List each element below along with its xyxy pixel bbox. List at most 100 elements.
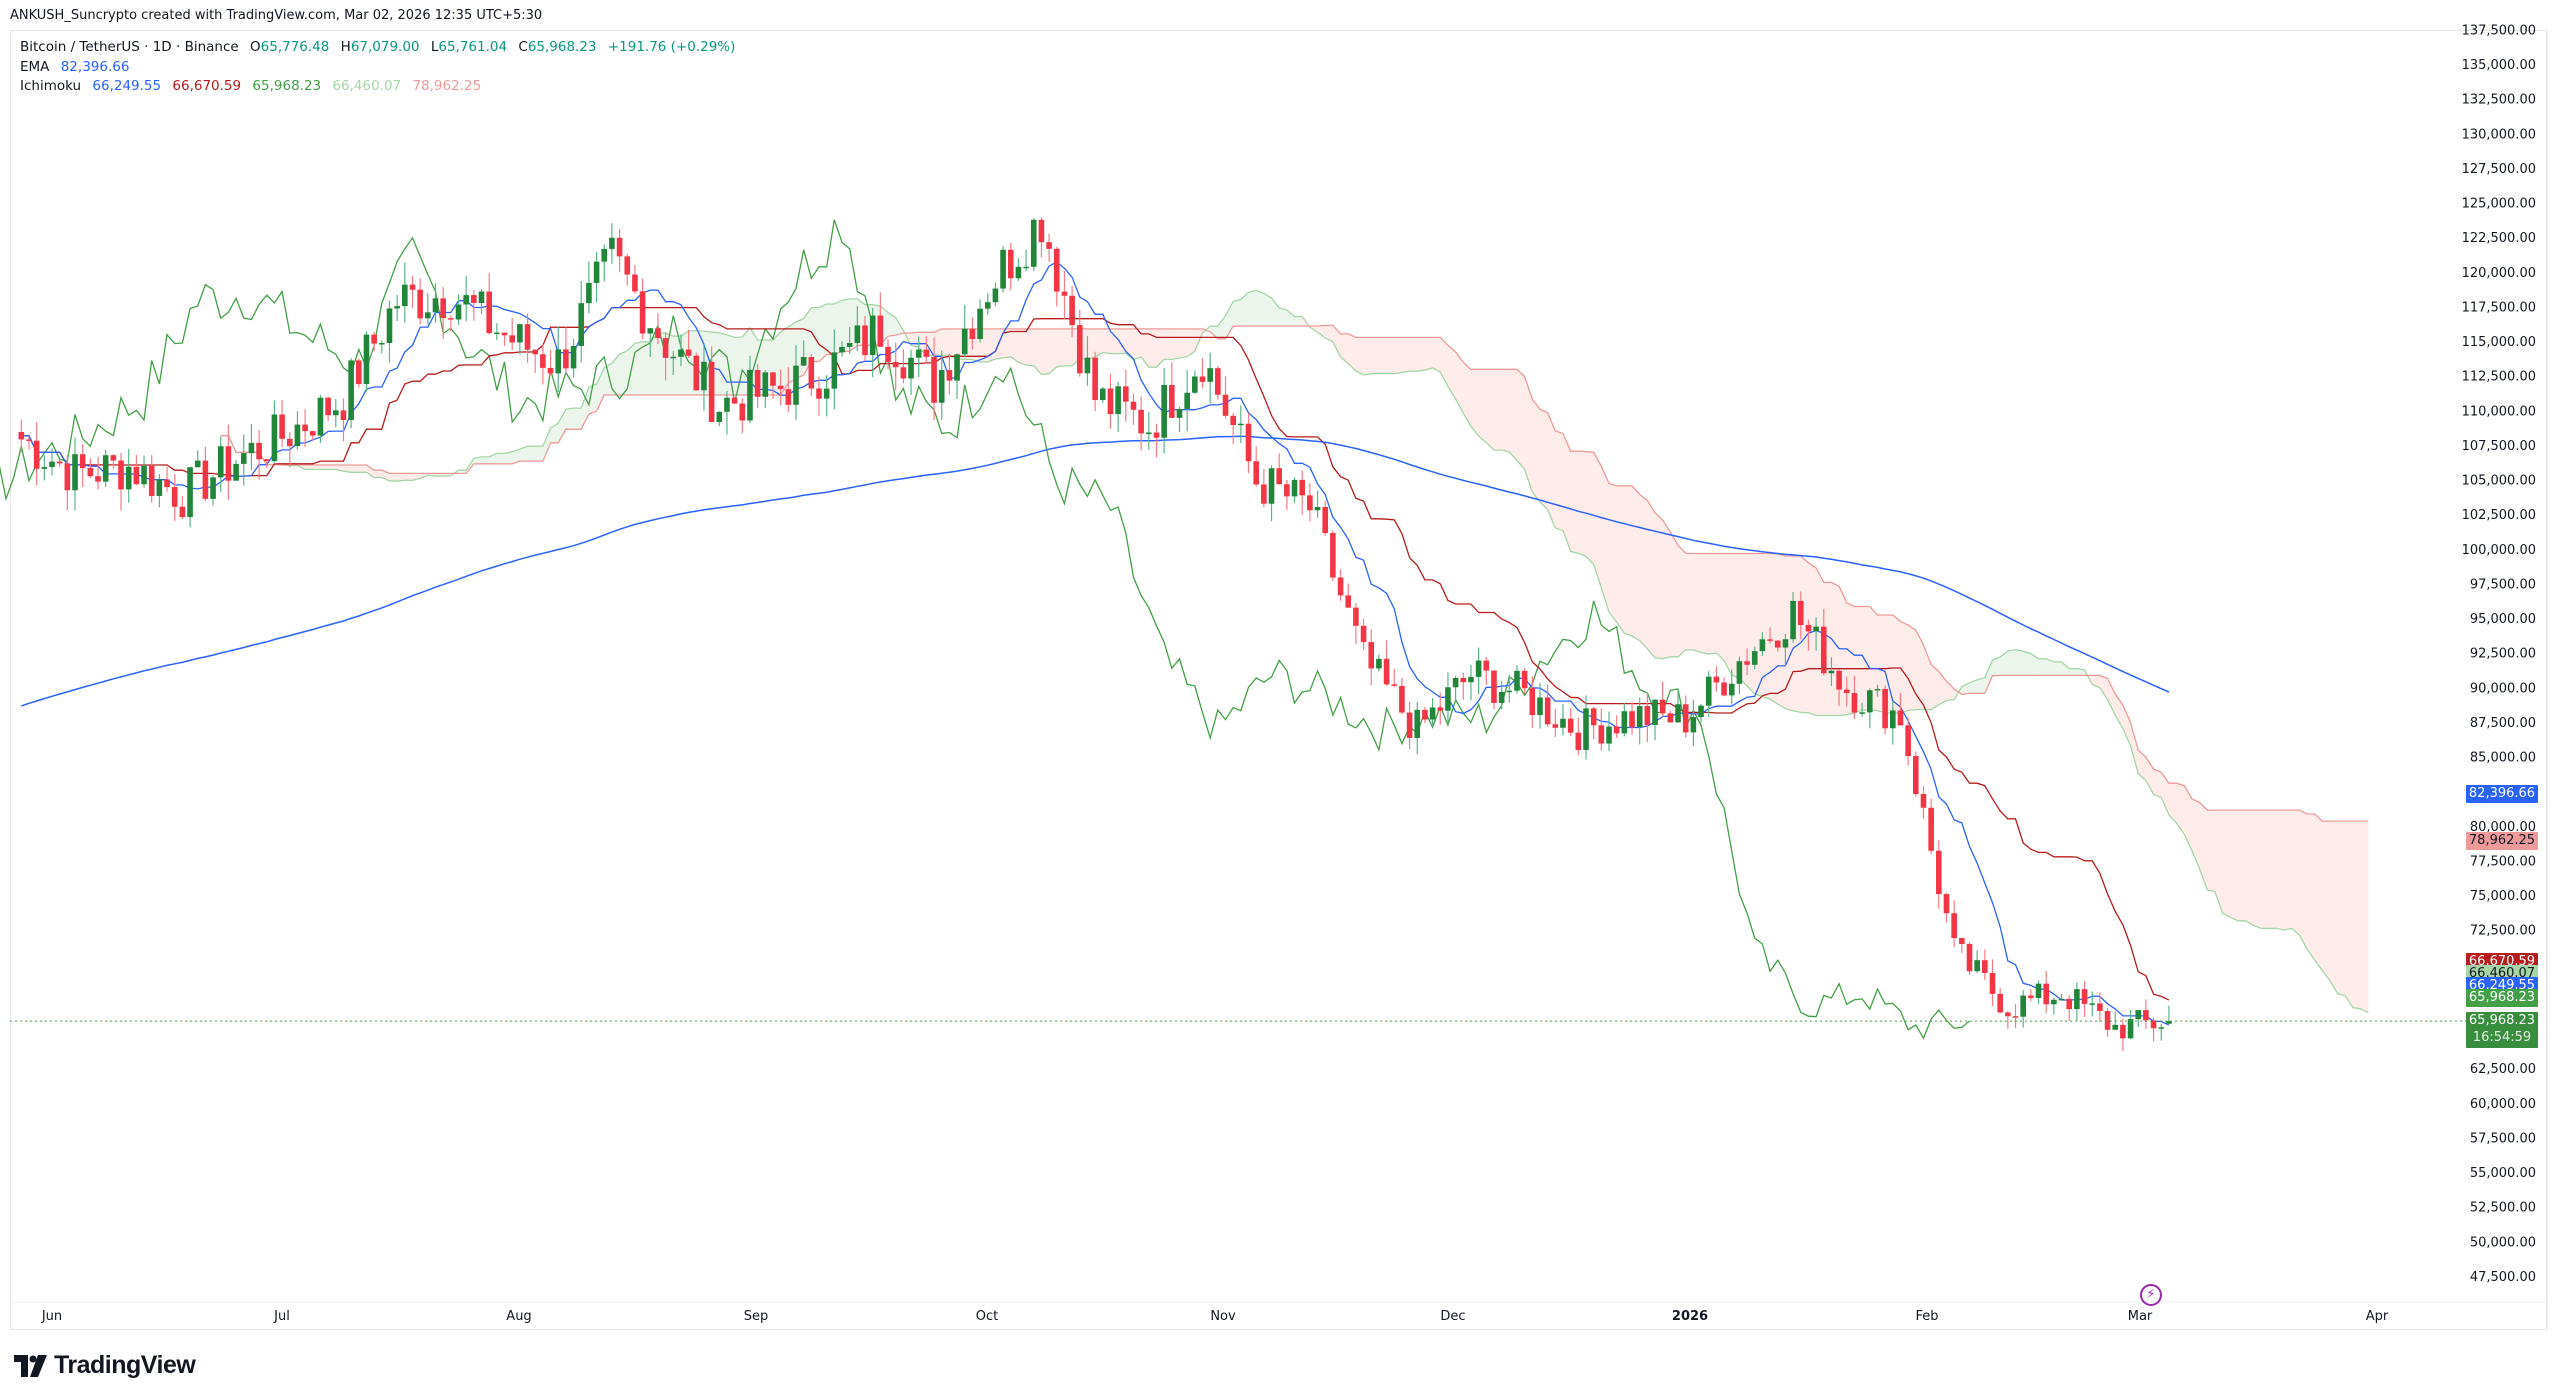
candle [248,442,255,454]
candle [1882,688,1888,729]
candle [294,424,301,447]
time-axis[interactable]: Jun Jul Aug Sep Oct Nov Dec 2026 Feb Mar Apr [10,1301,2547,1324]
legend-ichimoku-row[interactable]: Ichimoku 66,249.55 66,670.59 65,968.23 6… [20,77,742,97]
lightning-icon[interactable]: ⚡ [2140,1284,2162,1306]
candle [1192,376,1198,393]
symbol-name[interactable]: Bitcoin / TetherUS · 1D · Binance [20,39,239,55]
candle [1959,938,1965,945]
candle [777,385,784,390]
candle [1583,708,1589,750]
candle [217,446,224,478]
candle [938,370,945,403]
high-key: H [340,39,351,55]
price-tick: 120,000.00 [2462,266,2536,281]
candle [309,431,316,436]
candle [1353,607,1359,626]
candle [1069,295,1075,326]
candle [1130,401,1137,410]
candle [555,349,562,374]
price-tick: 102,500.00 [2462,508,2536,523]
candle [1974,960,1980,972]
price-tick: 55,000.00 [2470,1166,2536,1181]
ema-label[interactable]: EMA [20,58,50,75]
candle [785,389,792,405]
low-value: 65,761.04 [438,39,508,55]
price-tag: 65,968.23 [2466,988,2538,1007]
candle [624,256,631,275]
indicator-lines [0,219,2369,1040]
candle [1491,670,1497,703]
time-tick: Nov [1210,1309,1236,1324]
candle [1951,913,1957,939]
candle [931,356,937,403]
candle [1529,688,1536,716]
candle [1913,756,1919,795]
candle [1567,718,1574,733]
candle [885,346,891,362]
candle [64,463,71,491]
candle [816,388,822,399]
candle [1146,432,1152,435]
ichimoku-label[interactable]: Ichimoku [20,78,82,94]
candle [1368,642,1375,669]
candle [1222,394,1229,416]
candle [601,248,608,262]
high-value: 67,079.00 [350,39,420,55]
conversion-line [21,261,2170,1026]
candle [977,308,983,340]
close-value: 65,968.23 [527,39,597,55]
candle [647,328,654,334]
candle [1751,651,1758,665]
price-tick: 47,500.00 [2470,1270,2536,1285]
candle [41,467,48,469]
candle [26,439,32,441]
candle [1705,676,1712,706]
candle [2089,1003,2096,1005]
candle [1621,711,1628,734]
candle [1015,266,1022,279]
candle [1460,677,1467,683]
candle [271,414,278,462]
logo-text: TradingView [54,1351,196,1379]
candle [1215,368,1221,395]
price-tick: 105,000.00 [2462,474,2536,489]
candlesticks [18,217,2172,1051]
candle [1230,415,1236,425]
candle [662,338,669,358]
candle [509,335,515,343]
candle [233,463,239,481]
tradingview-logo[interactable]: TradingView [14,1351,196,1380]
candle [632,274,638,292]
candle [839,346,845,353]
time-tick: Jun [41,1309,62,1324]
price-tick: 87,500.00 [2470,716,2536,731]
candle [716,411,723,422]
ichimoku-conversion-value: 66,249.55 [92,78,162,94]
candle [87,468,94,477]
candle [1774,640,1781,648]
candle [2143,1010,2149,1021]
price-tick: 95,000.00 [2470,612,2536,627]
candle [33,440,40,469]
price-tick: 100,000.00 [2462,543,2536,558]
open-key: O [250,39,261,55]
candle [1859,712,1865,714]
price-tag: 78,962.25 [2466,832,2538,851]
candle [363,334,370,385]
candle [1276,468,1282,485]
legend-symbol-row[interactable]: Bitcoin / TetherUS · 1D · Binance O65,77… [20,38,742,58]
candle [1728,683,1735,696]
close-key: C [518,39,528,55]
candle [869,315,876,356]
candle [1245,423,1252,462]
price-axis[interactable]: 137,500.00 135,000.00 132,500.00 130,000.00… [2462,23,2548,1330]
candle [1084,357,1091,374]
candle [110,455,117,461]
time-tick: Oct [976,1309,998,1324]
candle [2066,998,2073,1010]
legend-ema-row[interactable]: EMA 82,396.66 [20,58,742,78]
candle [1030,219,1037,267]
candle [1107,388,1114,414]
candle [1468,676,1474,683]
